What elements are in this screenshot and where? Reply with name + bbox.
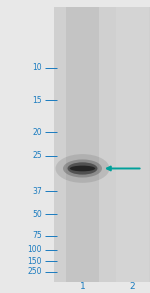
- Text: 100: 100: [27, 245, 42, 254]
- Text: 50: 50: [32, 210, 42, 219]
- Bar: [54, 7, 150, 282]
- Text: 150: 150: [27, 257, 42, 266]
- Ellipse shape: [70, 166, 95, 171]
- Text: 75: 75: [32, 231, 42, 240]
- Text: 10: 10: [32, 64, 42, 72]
- Text: 1: 1: [80, 282, 85, 291]
- Text: 250: 250: [27, 268, 42, 276]
- Bar: [116, 7, 148, 282]
- Text: 20: 20: [32, 128, 42, 137]
- Text: 37: 37: [32, 187, 42, 195]
- Text: 15: 15: [32, 96, 42, 105]
- Ellipse shape: [68, 162, 98, 175]
- Text: 2: 2: [129, 282, 135, 291]
- Ellipse shape: [63, 159, 102, 178]
- Text: 25: 25: [32, 151, 42, 160]
- Ellipse shape: [56, 154, 110, 183]
- Bar: [66, 7, 99, 282]
